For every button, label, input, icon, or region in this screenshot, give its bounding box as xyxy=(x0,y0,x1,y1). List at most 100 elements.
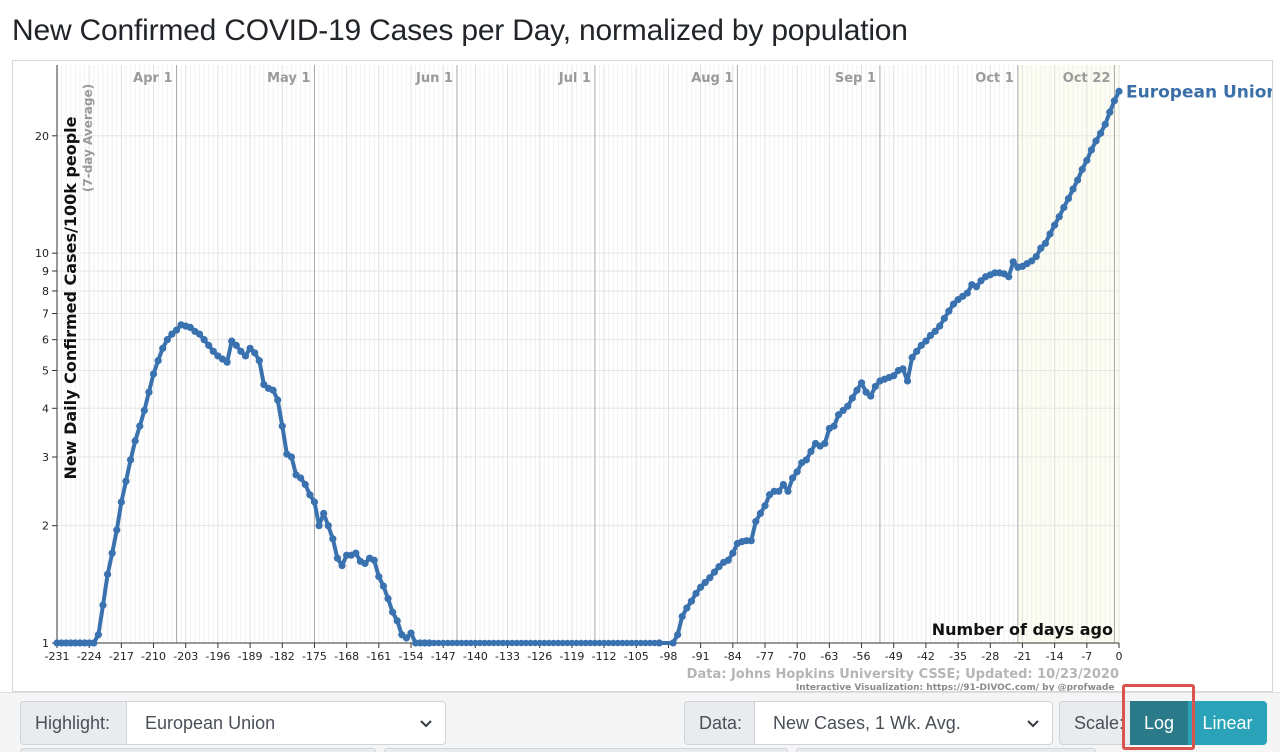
x-tick-label: -203 xyxy=(173,650,198,663)
data-point xyxy=(683,604,691,612)
data-point xyxy=(407,629,415,637)
data-point xyxy=(301,480,309,489)
data-point xyxy=(274,396,282,404)
highlight-select[interactable]: European Union xyxy=(126,701,446,745)
month-marker-label: Sep 1 xyxy=(835,71,876,86)
y-tick-label: 7 xyxy=(42,308,49,321)
data-point xyxy=(706,574,714,582)
data-point xyxy=(949,300,958,308)
data-select[interactable]: New Cases, 1 Wk. Avg. xyxy=(754,701,1053,745)
data-point xyxy=(867,392,875,400)
data-point xyxy=(531,639,539,647)
x-tick-label: -28 xyxy=(981,650,999,663)
data-point xyxy=(669,639,677,647)
data-point xyxy=(587,639,594,647)
data-point xyxy=(384,594,392,603)
data-point xyxy=(287,453,296,461)
data-point xyxy=(1078,165,1086,174)
y-tick-label: 4 xyxy=(42,402,49,415)
data-point xyxy=(834,411,843,419)
credit-note: Interactive Visualization: https://91-DI… xyxy=(796,683,1120,692)
data-point xyxy=(619,639,626,647)
data-point xyxy=(122,477,130,485)
page-title: New Confirmed COVID-19 Cases per Day, no… xyxy=(12,14,908,47)
x-tick-label: -7 xyxy=(1081,650,1092,663)
data-point xyxy=(1037,244,1045,252)
month-marker-label: Oct 22 xyxy=(1063,71,1111,86)
month-marker-label: Jul 1 xyxy=(558,71,591,86)
data-point xyxy=(439,639,447,647)
data-point xyxy=(784,487,792,495)
data-point xyxy=(1005,273,1013,281)
data-point xyxy=(1101,120,1109,128)
x-axis-title: Number of days ago xyxy=(932,620,1113,639)
data-point xyxy=(200,336,208,344)
data-point xyxy=(1046,230,1054,238)
data-point xyxy=(582,639,589,647)
y-tick-label: 5 xyxy=(42,365,49,378)
data-point xyxy=(1009,258,1017,266)
linear-scale-button[interactable]: Linear xyxy=(1188,701,1267,745)
data-point xyxy=(1041,239,1050,247)
x-tick-label: -56 xyxy=(853,650,871,663)
data-point xyxy=(172,326,181,334)
data-point xyxy=(361,559,369,568)
data-point xyxy=(453,639,461,647)
data-point xyxy=(444,639,451,647)
y-tick-label: 9 xyxy=(42,265,49,278)
data-point xyxy=(246,344,254,352)
data-point xyxy=(195,330,204,338)
data-point xyxy=(435,639,442,647)
data-point xyxy=(761,502,769,510)
data-point xyxy=(518,639,525,647)
data-point xyxy=(972,283,981,291)
data-point xyxy=(940,314,948,323)
chart-svg: Apr 1 May 1 Jun 1 Jul 1 Aug 1 Sep 1 Oct 1 Oct 2… xyxy=(35,65,1273,692)
data-point xyxy=(628,639,635,647)
data-point xyxy=(154,357,162,365)
data-point xyxy=(642,639,649,647)
x-tick-label: -98 xyxy=(659,650,677,663)
data-point xyxy=(338,561,346,570)
data-point xyxy=(926,331,935,340)
data-point xyxy=(687,597,696,605)
scale-control: Scale: Log Linear xyxy=(1059,701,1267,745)
data-point xyxy=(614,639,622,647)
data-point xyxy=(241,352,250,360)
x-tick-label: -196 xyxy=(205,650,230,663)
series-label: European Union xyxy=(1126,82,1273,102)
data-point xyxy=(513,639,520,647)
data-point xyxy=(389,608,397,616)
data-point xyxy=(278,422,286,430)
data-point xyxy=(113,526,121,534)
x-tick-label: 0 xyxy=(1116,650,1123,663)
data-point xyxy=(633,639,640,647)
data-point xyxy=(269,386,277,394)
y-tick-label: 3 xyxy=(42,451,49,464)
x-tick-label: -182 xyxy=(270,650,295,663)
highlight-control: Highlight: European Union xyxy=(20,701,446,745)
data-point xyxy=(591,639,599,647)
data-point xyxy=(90,639,98,647)
data-point xyxy=(775,487,783,495)
x-tick-label: -189 xyxy=(238,650,263,663)
data-point xyxy=(568,639,576,647)
data-control: Data: New Cases, 1 Wk. Avg. xyxy=(684,701,1053,745)
data-point xyxy=(237,347,245,355)
x-tick-label: -63 xyxy=(820,650,838,663)
data-point xyxy=(467,639,474,647)
data-point xyxy=(573,639,580,647)
data-point xyxy=(651,639,658,647)
x-tick-label: -168 xyxy=(334,650,359,663)
data-point xyxy=(844,402,852,410)
log-scale-button[interactable]: Log xyxy=(1130,701,1188,745)
data-point xyxy=(145,388,153,396)
data-point xyxy=(99,601,107,609)
data-point xyxy=(793,468,801,476)
data-point xyxy=(370,556,378,564)
data-point xyxy=(228,337,236,345)
x-tick-label: -217 xyxy=(109,650,134,663)
data-point xyxy=(752,517,760,526)
data-point xyxy=(1106,108,1114,116)
source-note: Data: Johns Hopkins University CSSE; Upd… xyxy=(687,667,1119,682)
